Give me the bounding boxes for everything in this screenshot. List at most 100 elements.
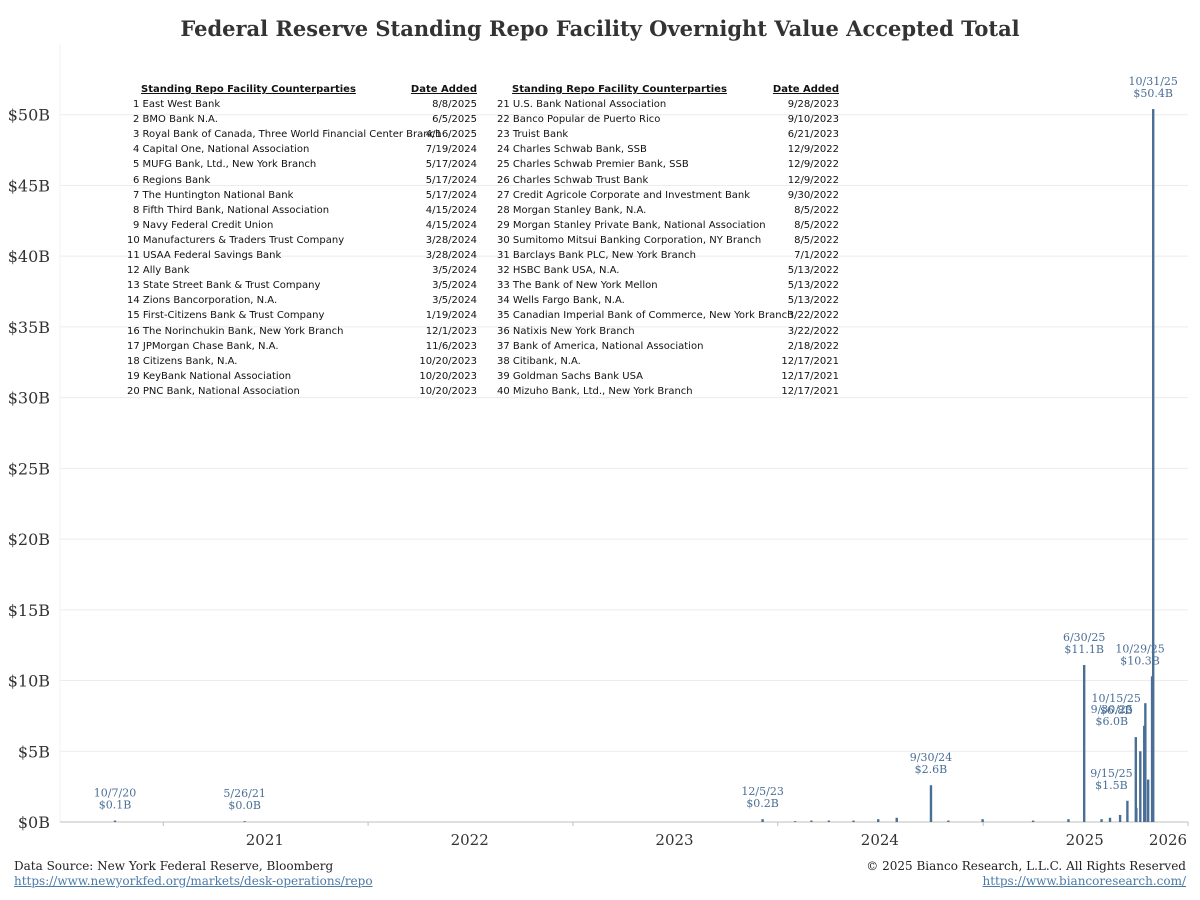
- bianco-research-link[interactable]: https://www.biancoresearch.com/: [982, 874, 1186, 888]
- date-added: 11/6/2023: [425, 340, 477, 352]
- counterparty-row: 22 Banco Popular de Puerto Rico 9/10/2023: [497, 114, 841, 129]
- counterparty-row: 37 Bank of America, National Association…: [497, 341, 841, 356]
- bar: [1067, 819, 1070, 822]
- date-added: 6/21/2023: [787, 129, 839, 141]
- date-added: 12/9/2022: [787, 174, 839, 186]
- date-added: 10/20/2023: [419, 385, 477, 397]
- bar: [1126, 800, 1129, 822]
- y-tick-label: $15B: [8, 601, 50, 620]
- counterparty-row: 1 East West Bank 8/8/2025: [127, 99, 479, 114]
- counterparty-name: 31 Barclays Bank PLC, New York Branch: [497, 250, 696, 261]
- date-added-header: Date Added: [772, 84, 839, 95]
- counterparty-name: 27 Credit Agricole Corporate and Investm…: [497, 189, 751, 201]
- counterparty-row: 4 Capital One, National Association 7/19/…: [127, 144, 479, 159]
- date-added: 8/5/2022: [794, 234, 839, 246]
- bar: [947, 820, 950, 822]
- date-added: 5/13/2022: [787, 265, 839, 277]
- counterparty-row: 36 Natixis New York Branch 3/22/2022: [497, 326, 841, 341]
- counterparty-name: 36 Natixis New York Branch: [497, 325, 635, 337]
- counterparty-row: 34 Wells Fargo Bank, N.A. 5/13/2022: [497, 295, 841, 310]
- date-added: 9/10/2023: [787, 114, 839, 126]
- date-added-header: Date Added: [410, 84, 477, 95]
- data-source-label: Data Source: New York Federal Reserve, B…: [14, 859, 334, 873]
- bar: [810, 820, 813, 822]
- counterparty-row: 11 USAA Federal Savings Bank 3/28/2024: [127, 250, 479, 265]
- counterparty-row: 9 Navy Federal Credit Union 4/15/2024: [127, 220, 479, 235]
- counterparty-row: 12 Ally Bank 3/5/2024: [127, 265, 479, 280]
- date-added: 4/15/2024: [425, 204, 477, 216]
- date-added: 6/5/2025: [432, 114, 477, 126]
- y-tick-label: $50B: [8, 106, 50, 125]
- footer-source: Data Source: New York Federal Reserve, B…: [14, 859, 373, 889]
- counterparty-name: 14 Zions Bancorporation, N.A.: [127, 295, 278, 307]
- counterparty-name: 4 Capital One, National Association: [133, 144, 310, 156]
- date-added: 8/5/2022: [794, 204, 839, 216]
- y-tick-label: $20B: [8, 530, 50, 549]
- date-added: 5/13/2022: [787, 295, 839, 307]
- counterparty-name: 39 Goldman Sachs Bank USA: [497, 370, 643, 382]
- bar: [929, 785, 933, 822]
- counterparty-name: 40 Mizuho Bank, Ltd., New York Branch: [497, 385, 693, 397]
- counterparty-name: 3 Royal Bank of Canada, Three World Fina…: [133, 129, 442, 141]
- date-added: 5/17/2024: [425, 189, 477, 201]
- date-added: 3/28/2024: [425, 250, 477, 261]
- annotation-date: 9/15/25: [1090, 767, 1132, 780]
- counterparty-name: 38 Citibank, N.A.: [497, 355, 581, 367]
- x-tick-label: 2024: [861, 831, 899, 849]
- date-added: 3/5/2024: [432, 265, 477, 277]
- counterparty-name: 16 The Norinchukin Bank, New York Branch: [127, 325, 344, 337]
- counterparty-name: 9 Navy Federal Credit Union: [133, 219, 274, 231]
- bar: [761, 819, 764, 822]
- counterparty-name: 24 Charles Schwab Bank, SSB: [497, 144, 647, 156]
- annotation-value: $0.1B: [99, 799, 132, 812]
- x-tick-label: 2023: [655, 831, 693, 849]
- bar: [1031, 820, 1035, 822]
- counterparty-row: 25 Charles Schwab Premier Bank, SSB 12/9/…: [497, 159, 841, 174]
- bar: [827, 820, 831, 822]
- x-tick-label: 2026: [1149, 831, 1187, 849]
- counterparty-name: 29 Morgan Stanley Private Bank, National…: [497, 219, 766, 231]
- y-tick-label: $0B: [18, 813, 50, 832]
- counterparty-row: 6 Regions Bank 5/17/2024: [127, 175, 479, 190]
- counterparty-name: 28 Morgan Stanley Bank, N.A.: [497, 204, 647, 216]
- bar: [1152, 109, 1155, 822]
- annotation-date: 5/26/21: [223, 787, 265, 800]
- counterparty-name: 33 The Bank of New York Mellon: [497, 280, 658, 292]
- counterparty-row: 29 Morgan Stanley Private Bank, National…: [497, 220, 841, 235]
- annotation-value: $50.4B: [1133, 87, 1173, 100]
- counterparty-name: 2 BMO Bank N.A.: [133, 114, 218, 126]
- y-tick-label: $5B: [18, 742, 50, 761]
- bar: [1118, 814, 1122, 822]
- annotation-date: 10/7/20: [94, 787, 136, 800]
- counterparty-name: 5 MUFG Bank, Ltd., New York Branch: [133, 159, 317, 171]
- y-tick-label: $10B: [8, 672, 50, 691]
- counterparty-row: 3 Royal Bank of Canada, Three World Fina…: [127, 129, 479, 144]
- counterparty-name: 15 First-Citizens Bank & Trust Company: [127, 310, 325, 322]
- counterparty-row: 23 Truist Bank 6/21/2023: [497, 129, 841, 144]
- y-tick-label: $35B: [8, 318, 50, 337]
- counterparty-row: 2 BMO Bank N.A. 6/5/2025: [127, 114, 479, 129]
- date-added: 5/17/2024: [425, 174, 477, 186]
- date-added: 5/13/2022: [787, 280, 839, 292]
- counterparty-name: 30 Sumitomo Mitsui Banking Corporation, …: [497, 234, 762, 246]
- counterparty-row: 19 KeyBank National Association 10/20/202…: [127, 371, 479, 386]
- counterparty-name: 17 JPMorgan Chase Bank, N.A.: [127, 340, 279, 352]
- nyfed-repo-link[interactable]: https://www.newyorkfed.org/markets/desk-…: [14, 874, 373, 888]
- bar: [1100, 819, 1103, 822]
- counterparty-row: 28 Morgan Stanley Bank, N.A. 8/5/2022: [497, 205, 841, 220]
- counterparty-name: 22 Banco Popular de Puerto Rico: [497, 114, 661, 126]
- counterparty-name: 25 Charles Schwab Premier Bank, SSB: [497, 159, 689, 171]
- date-added: 4/15/2024: [425, 219, 477, 231]
- counterparty-name: 12 Ally Bank: [127, 265, 190, 277]
- counterparty-name: 7 The Huntington National Bank: [133, 189, 294, 201]
- counterparty-row: 31 Barclays Bank PLC, New York Branch 7/1…: [497, 250, 841, 265]
- date-added: 12/9/2022: [787, 144, 839, 156]
- bar: [113, 820, 117, 822]
- annotation-value: $0.0B: [228, 799, 261, 812]
- bar: [1135, 807, 1138, 822]
- counterparty-table-left: Standing Repo Facility Counterparties Da…: [127, 84, 479, 404]
- counterparty-name: 20 PNC Bank, National Association: [127, 385, 300, 397]
- annotation-date: 12/5/23: [741, 785, 783, 798]
- annotation-value: $2.6B: [915, 763, 948, 776]
- annotation-value: $1.5B: [1095, 779, 1128, 792]
